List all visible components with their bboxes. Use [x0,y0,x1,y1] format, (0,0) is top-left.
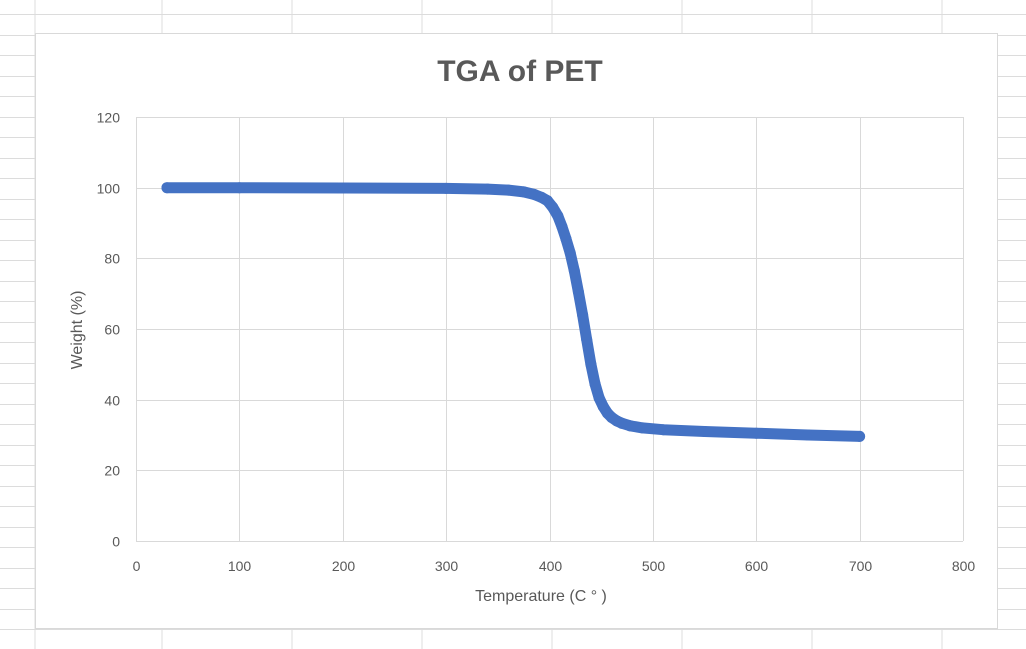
x-axis-title: Temperature (C ° ) [475,588,607,605]
data-point [547,201,559,213]
x-tick-labels: 0 100 200 300 400 500 600 700 800 [133,558,976,574]
data-point [593,392,605,404]
y-tick-label: 0 [112,534,120,550]
chart-area[interactable] [35,33,998,629]
x-tick-label: 400 [539,558,563,574]
data-point [750,427,762,439]
data-point [802,429,814,441]
chart-title: TGA of PET [437,55,603,88]
y-tick-label: 80 [104,251,120,267]
data-point [585,358,597,370]
data-point [572,286,584,298]
series-layer [161,182,866,442]
data-point [657,424,669,436]
x-tick-label: 700 [849,558,873,574]
y-axis-title: Weight (%) [69,291,86,370]
x-tick-label: 200 [332,558,356,574]
y-tick-label: 60 [104,322,120,338]
y-tick-labels: 0 20 40 60 80 100 120 [97,110,121,550]
data-point [699,426,711,437]
x-tick-label: 800 [952,558,976,574]
data-point [637,422,648,434]
data-point [518,186,530,198]
data-point [564,247,576,259]
data-point [233,182,245,194]
data-point [556,221,568,232]
x-tick-label: 500 [642,558,666,574]
data-point [568,265,580,277]
series-line [161,182,866,442]
data-point [624,420,636,432]
data-point [161,182,173,194]
data-point [581,334,593,346]
data-point [337,182,349,194]
x-tick-label: 600 [745,558,769,574]
x-tick-label: 300 [435,558,459,574]
gridlines [136,117,964,542]
data-point [577,309,589,321]
x-tick-label: 0 [133,558,141,574]
x-tick-label: 100 [228,558,252,574]
data-point [589,378,601,390]
data-point [502,184,514,196]
y-tick-label: 20 [104,463,120,479]
data-point [440,182,452,194]
y-tick-label: 100 [97,181,121,197]
data-point [482,183,493,195]
data-point [854,430,866,442]
data-point [552,210,564,222]
y-tick-label: 40 [104,393,120,409]
y-tick-label: 120 [97,110,121,126]
data-point [560,233,572,245]
